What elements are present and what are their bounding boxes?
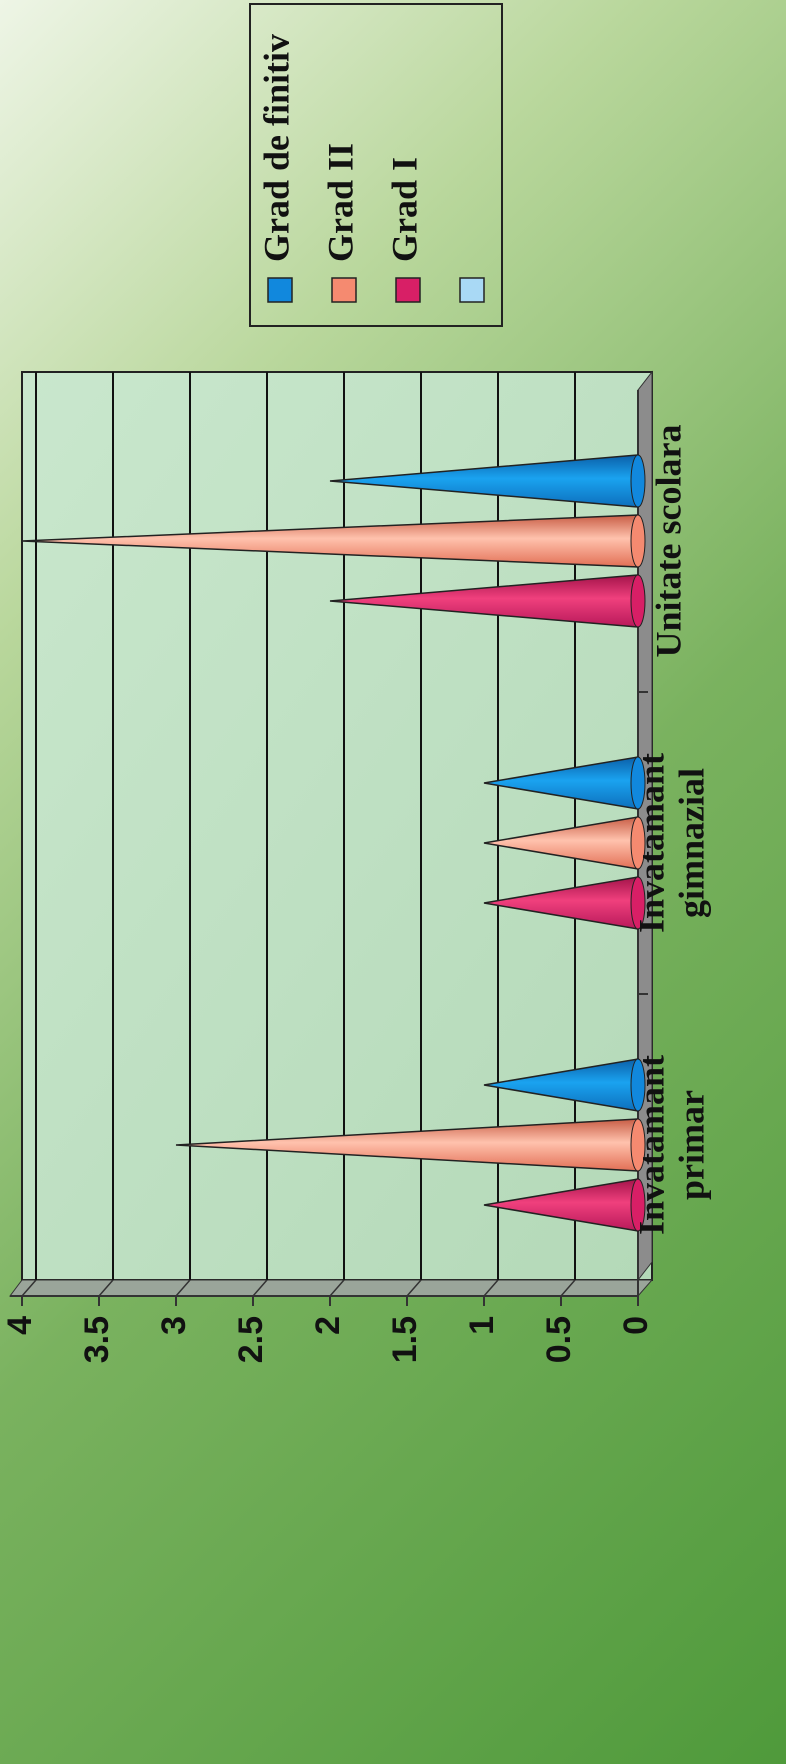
- value-tick-label: 4: [1, 1316, 39, 1335]
- cone-bar-base: [630, 1178, 646, 1232]
- cone-bar-base: [630, 514, 646, 568]
- value-axis-ticks: 0 0.5 1 1.5 2 2.5 3 3.5 4: [1, 691, 655, 1363]
- category-label: primar: [671, 1090, 711, 1200]
- value-tick-label: 2: [309, 1316, 347, 1335]
- legend-label: Grad II: [320, 143, 360, 262]
- cone-bar: [483, 816, 646, 870]
- cone-bar: [483, 756, 646, 810]
- gridline-slant: [560, 1279, 576, 1297]
- category-label: Invatamant: [631, 1055, 671, 1235]
- legend-label: Grad I: [384, 157, 424, 262]
- cone-bar-base: [630, 1058, 646, 1112]
- cone-bar-base: [630, 454, 646, 508]
- cone-bar: [329, 454, 646, 508]
- legend: Grad de finitiv Grad II Grad I: [249, 3, 503, 327]
- value-tick-label: 3: [155, 1316, 193, 1335]
- cone-bar: [175, 1118, 646, 1172]
- cone-marks: [21, 454, 646, 1232]
- category-label: Invatamant: [631, 753, 671, 933]
- gridline-slant: [252, 1279, 268, 1297]
- category-label: Unitate scolara: [648, 425, 688, 658]
- value-tick-label: 0: [617, 1316, 655, 1335]
- cone-bar-base: [630, 1118, 646, 1172]
- cone-bar-base: [630, 574, 646, 628]
- legend-swatch: [267, 277, 293, 303]
- cone-bar: [21, 514, 646, 568]
- cone-bar: [483, 876, 646, 930]
- cone-bar-base: [630, 756, 646, 810]
- cone-bar-base: [630, 876, 646, 930]
- cone-bar: [483, 1178, 646, 1232]
- cone-bar: [483, 1058, 646, 1112]
- legend-items: Grad de finitiv Grad II Grad I: [256, 34, 485, 303]
- value-tick-label: 0.5: [540, 1316, 578, 1363]
- gridline-slant: [21, 1279, 37, 1297]
- value-tick-label: 2.5: [232, 1316, 270, 1363]
- value-tick-label: 1.5: [386, 1316, 424, 1363]
- gridline-slant: [406, 1279, 422, 1297]
- gridline-slant: [98, 1279, 114, 1297]
- gridline-slant: [329, 1279, 345, 1297]
- category-label: gimnazial: [671, 768, 711, 918]
- cone-bar: [329, 574, 646, 628]
- legend-box: [249, 3, 503, 327]
- legend-swatch: [331, 277, 357, 303]
- plot-area: 00.511.522.533.54 Invatamant primarInvata…: [1, 370, 711, 1363]
- gridline-slant: [175, 1279, 191, 1297]
- legend-swatch: [395, 277, 421, 303]
- cone-bar-base: [630, 816, 646, 870]
- legend-label: Grad de finitiv: [256, 34, 296, 262]
- legend-swatch: [459, 277, 485, 303]
- gridline-slant: [483, 1279, 499, 1297]
- value-tick-label: 1: [463, 1316, 501, 1335]
- value-tick-label: 3.5: [78, 1316, 116, 1363]
